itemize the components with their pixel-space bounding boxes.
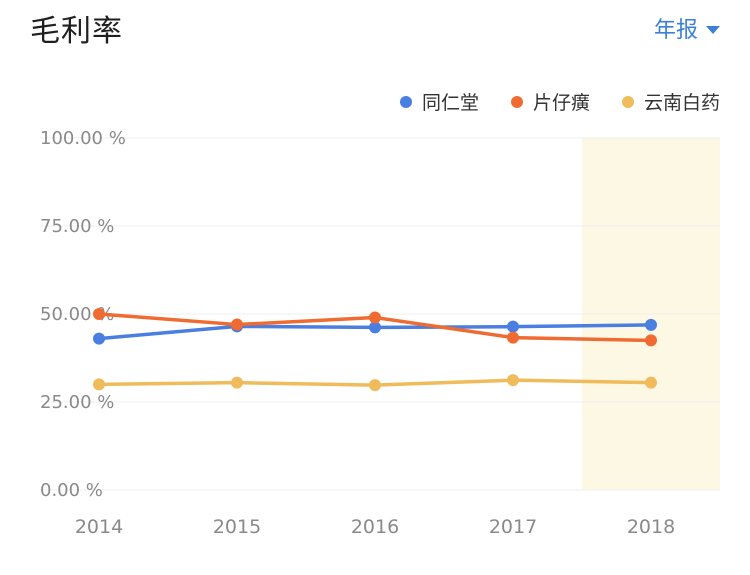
data-point[interactable] <box>93 308 105 320</box>
y-tick-label: 0.00 % <box>40 480 103 501</box>
caret-down-icon <box>706 25 720 34</box>
y-tick-label: 75.00 % <box>40 216 114 237</box>
x-tick-label: 2017 <box>489 516 537 538</box>
legend-label: 云南白药 <box>643 92 720 114</box>
y-tick-label: 25.00 % <box>40 392 114 413</box>
legend-dot-icon <box>399 95 412 108</box>
x-tick-label: 2015 <box>213 516 261 538</box>
legend-label: 同仁堂 <box>421 92 479 114</box>
data-point[interactable] <box>369 379 381 392</box>
legend-item-pianzaihuang[interactable]: 片仔癀 <box>510 88 590 115</box>
data-point[interactable] <box>231 318 243 331</box>
chart-legend: 同仁堂 片仔癀 云南白药 <box>399 88 720 115</box>
data-point[interactable] <box>507 320 519 333</box>
data-point[interactable] <box>507 331 519 344</box>
data-point[interactable] <box>645 376 657 389</box>
data-point[interactable] <box>93 332 105 345</box>
x-tick-label: 2016 <box>351 516 399 538</box>
data-point[interactable] <box>93 378 105 391</box>
legend-dot-icon <box>621 95 634 108</box>
period-selector[interactable]: 年报 <box>654 12 720 44</box>
data-point[interactable] <box>231 376 243 389</box>
y-tick-label: 100.00 % <box>40 128 126 149</box>
legend-item-yunnanbaiyao[interactable]: 云南白药 <box>621 88 720 115</box>
legend-item-tongrentang[interactable]: 同仁堂 <box>399 88 479 115</box>
data-point[interactable] <box>507 374 519 387</box>
data-point[interactable] <box>645 318 657 331</box>
x-tick-label: 2014 <box>75 516 123 538</box>
legend-label: 片仔癀 <box>532 92 590 114</box>
data-point[interactable] <box>369 321 381 334</box>
page-title: 毛利率 <box>30 14 123 49</box>
data-point[interactable] <box>369 311 381 324</box>
x-tick-label: 2018 <box>627 516 675 538</box>
period-label: 年报 <box>653 18 698 43</box>
data-point[interactable] <box>645 334 657 347</box>
legend-dot-icon <box>510 95 523 108</box>
